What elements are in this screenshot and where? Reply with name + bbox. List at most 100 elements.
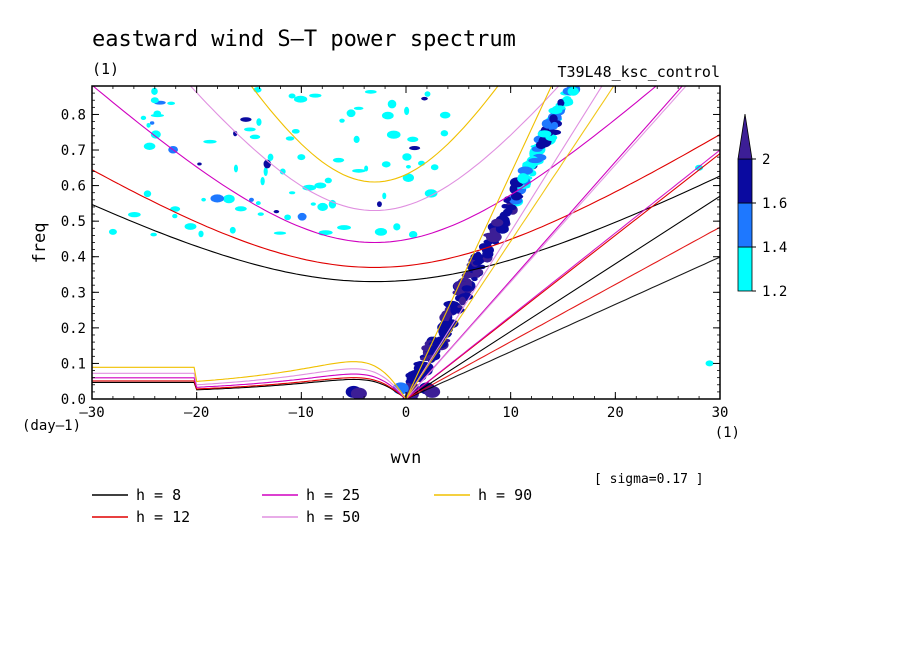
power-blob — [153, 110, 162, 117]
x-tick-label: 30 — [712, 405, 729, 421]
power-blob — [234, 206, 247, 212]
power-blob — [263, 167, 268, 177]
power-blob — [337, 225, 351, 230]
power-blob — [424, 91, 431, 97]
power-blob — [502, 208, 512, 217]
power-blob — [167, 101, 176, 106]
power-blob — [240, 117, 252, 122]
power-blob — [472, 268, 484, 276]
power-blob — [535, 140, 547, 150]
y-tick-label: 0.8 — [61, 107, 86, 123]
power-blob — [426, 189, 436, 193]
chart-subtitle-left: (1) — [92, 60, 119, 78]
colorbar-label: 2 — [762, 152, 770, 168]
power-blob — [585, 51, 596, 61]
power-blob — [404, 106, 410, 116]
power-blob — [364, 89, 377, 94]
power-blob — [584, 50, 597, 60]
power-blob — [210, 194, 225, 203]
power-blob — [353, 106, 364, 110]
power-blob — [291, 128, 300, 134]
rossby-curve-h50 — [92, 368, 407, 399]
x-tick-label: –10 — [289, 405, 314, 421]
y-axis: 0.0 0.1 0.2 0.3 0.4 0.5 0.6 0.7 0.8 — [61, 85, 720, 408]
power-blob — [376, 201, 382, 208]
power-blob — [197, 162, 202, 166]
power-blob — [279, 168, 286, 175]
power-blob — [506, 204, 517, 211]
x-tick-label: 0 — [402, 405, 410, 421]
power-blob — [405, 371, 421, 380]
x-tick-label: –20 — [184, 405, 209, 421]
power-blob — [143, 190, 152, 198]
power-blob — [471, 276, 478, 282]
colorbar-label: 1.6 — [762, 196, 787, 212]
power-blob — [146, 122, 151, 128]
power-blob — [501, 204, 509, 209]
legend-label-h50: h = 50 — [306, 508, 360, 526]
legend-label-h90: h = 90 — [478, 486, 532, 504]
colorbar-segment — [737, 202, 753, 248]
power-blob — [324, 177, 332, 184]
eastward-branch-h25 — [405, 149, 720, 399]
power-blob — [172, 213, 178, 219]
power-blob — [439, 111, 451, 119]
rossby-curve-h25 — [92, 373, 407, 399]
power-blob — [405, 165, 411, 169]
power-blob — [482, 249, 494, 259]
kelvin-curve-h8 — [405, 195, 720, 399]
eastward-branch-h90 — [405, 86, 615, 399]
eastward-branch-h8 — [405, 256, 720, 399]
power-blob — [387, 99, 397, 109]
power-blob — [563, 98, 573, 104]
chart-subtitle-right: T39L48_ksc_control — [557, 63, 720, 81]
power-blob — [293, 95, 308, 103]
y-tick-label: 0.2 — [61, 321, 86, 337]
sigma-note: [ sigma=0.17 ] — [594, 472, 704, 487]
power-blob — [297, 154, 306, 161]
legend: h = 8 h = 12 h = 25 h = 50 h = 90 — [92, 486, 532, 526]
power-blob — [472, 260, 483, 266]
y-unit-label: (day–1) — [22, 418, 81, 434]
y-axis-label: freq — [30, 223, 50, 264]
eastward-branch-h50 — [405, 86, 687, 399]
y-tick-label: 0.5 — [61, 214, 86, 230]
colorbar-label: 1.4 — [762, 240, 787, 256]
power-blob — [332, 157, 345, 163]
power-blob — [310, 202, 316, 206]
power-blob — [248, 197, 254, 202]
power-blob — [386, 130, 401, 139]
dispersion-curves — [92, 86, 720, 399]
power-blob — [309, 93, 322, 98]
kelvin-curve-h50 — [405, 86, 603, 399]
x-tick-label: 20 — [607, 405, 624, 421]
power-blob — [297, 212, 307, 221]
power-blob — [393, 223, 401, 231]
power-blob — [314, 182, 327, 189]
power-blob — [440, 130, 449, 137]
power-blob — [421, 96, 428, 101]
power-blob — [350, 387, 367, 399]
power-blob — [284, 214, 291, 221]
power-blob — [590, 44, 598, 50]
power-blob — [430, 164, 439, 171]
power-shading — [108, 39, 714, 399]
eastward-branch-h12 — [405, 226, 720, 399]
legend-label-h25: h = 25 — [306, 486, 360, 504]
legend-label-h12: h = 12 — [136, 508, 190, 526]
power-blob — [374, 228, 388, 236]
power-blob — [150, 232, 157, 237]
power-blob — [528, 157, 543, 164]
ig-curve-h25 — [92, 86, 657, 244]
x-tick-label: –30 — [79, 405, 104, 421]
power-blob — [585, 39, 597, 47]
power-blob — [140, 115, 147, 120]
power-blob — [170, 206, 181, 212]
power-blob — [198, 230, 204, 238]
power-blob — [381, 111, 394, 120]
power-blob — [589, 43, 603, 47]
power-blob — [229, 226, 236, 234]
power-blob — [705, 360, 714, 367]
power-blob — [439, 312, 450, 323]
